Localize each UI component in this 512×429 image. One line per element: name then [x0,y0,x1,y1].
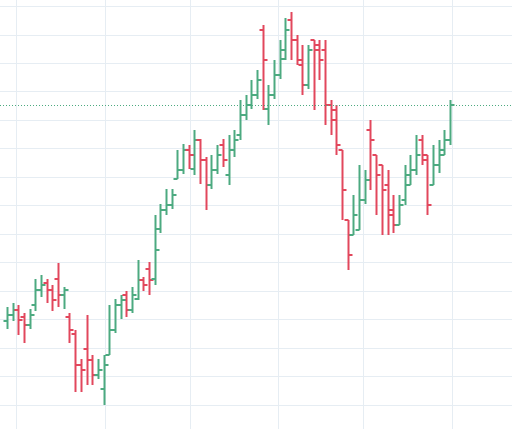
vertical-grid [16,0,453,429]
